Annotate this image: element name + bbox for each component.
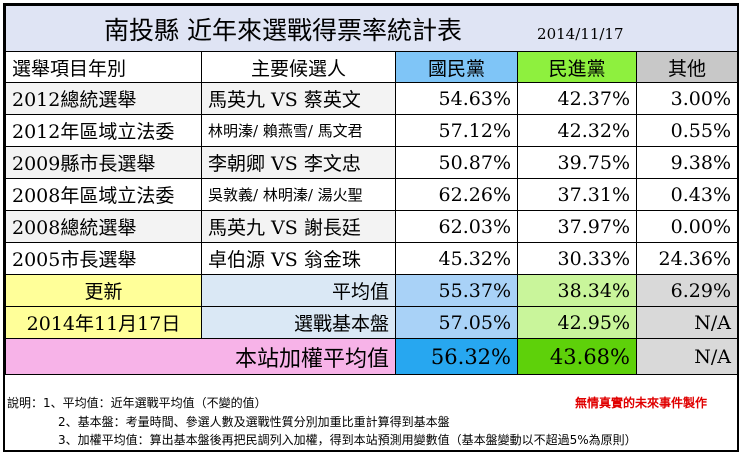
notes-section: 說明：1、平均值：近年選戰平均值（不變的值） 無情真實的未來事件製作 2、基本盤… — [5, 392, 737, 450]
row-other-value: 3.00% — [636, 82, 738, 115]
title-row: 南投縣 近年來選戰得票率統計表 2014/11/17 — [5, 5, 738, 52]
page-title: 南投縣 近年來選戰得票率統計表 — [104, 15, 462, 45]
weighted-kmt-value: 56.32% — [395, 338, 518, 375]
row-dpp-value: 37.97% — [517, 210, 637, 243]
row-candidates: 吳敦義/ 林明溱/ 湯火聖 — [201, 178, 396, 211]
tagline: 無情真實的未來事件製作 — [574, 396, 707, 410]
base-kmt-value: 57.05% — [395, 306, 518, 339]
row-candidates: 林明溱/ 賴燕雪/ 馬文君 — [201, 114, 396, 147]
row-other-value: 0.55% — [636, 114, 738, 147]
election-stats-sheet: 南投縣 近年來選戰得票率統計表 2014/11/17 選舉項目年別 主要候選人 … — [3, 3, 739, 452]
row-category: 2005市長選舉 — [5, 242, 202, 275]
row-kmt-value: 62.26% — [395, 178, 518, 211]
table-row: 2012總統選舉 馬英九 VS 蔡英文 54.63% 42.37% 3.00% — [5, 82, 738, 115]
average-other-value: 6.29% — [636, 274, 738, 307]
column-header-row: 選舉項目年別 主要候選人 國民黨 民進黨 其他 — [5, 51, 738, 83]
weighted-other-value: N/A — [636, 338, 738, 375]
title-date: 2014/11/17 — [537, 24, 624, 43]
row-category: 2008總統選舉 — [5, 210, 202, 243]
header-candidates: 主要候選人 — [201, 51, 396, 83]
row-kmt-value: 62.03% — [395, 210, 518, 243]
average-kmt-value: 55.37% — [395, 274, 518, 307]
row-kmt-value: 50.87% — [395, 146, 518, 179]
row-candidates: 李朝卿 VS 李文忠 — [201, 146, 396, 179]
header-kmt: 國民黨 — [395, 51, 518, 83]
row-candidates: 馬英九 VS 謝長廷 — [201, 210, 396, 243]
table-row: 2009縣市長選舉 李朝卿 VS 李文忠 50.87% 39.75% 9.38% — [5, 146, 738, 179]
row-category: 2012年區域立法委 — [5, 114, 202, 147]
row-candidates: 馬英九 VS 蔡英文 — [201, 82, 396, 115]
row-category: 2009縣市長選舉 — [5, 146, 202, 179]
row-category: 2008年區域立法委 — [5, 178, 202, 211]
row-other-value: 24.36% — [636, 242, 738, 275]
row-dpp-value: 42.37% — [517, 82, 637, 115]
row-other-value: 0.00% — [636, 210, 738, 243]
note-line-1: 說明：1、平均值：近年選戰平均值（不變的值） — [7, 396, 267, 410]
base-dpp-value: 42.95% — [517, 306, 637, 339]
average-label: 平均值 — [201, 274, 396, 307]
note-line-2: 2、基本盤：考量時間、參選人數及選戰性質分別加重比重計算得到基本盤 — [58, 415, 450, 429]
table-row: 2008總統選舉 馬英九 VS 謝長廷 62.03% 37.97% 0.00% — [5, 210, 738, 243]
row-kmt-value: 54.63% — [395, 82, 518, 115]
weighted-dpp-value: 43.68% — [517, 338, 637, 375]
row-category: 2012總統選舉 — [5, 82, 202, 115]
row-kmt-value: 45.32% — [395, 242, 518, 275]
note-line-3: 3、加權平均值：算出基本盤後再把民調列入加權，得到本站預測用變數值（基本盤變動以… — [58, 433, 637, 447]
base-label: 選戰基本盤 — [201, 306, 396, 339]
header-other: 其他 — [636, 51, 738, 83]
update-label: 更新 — [5, 274, 202, 307]
row-candidates: 卓伯源 VS 翁金珠 — [201, 242, 396, 275]
table-row: 2005市長選舉 卓伯源 VS 翁金珠 45.32% 30.33% 24.36% — [5, 242, 738, 275]
row-dpp-value: 42.32% — [517, 114, 637, 147]
base-other-value: N/A — [636, 306, 738, 339]
header-dpp: 民進黨 — [517, 51, 637, 83]
weighted-label: 本站加權平均值 — [5, 338, 396, 375]
row-kmt-value: 57.12% — [395, 114, 518, 147]
header-category: 選舉項目年別 — [5, 51, 202, 83]
update-date: 2014年11月17日 — [5, 306, 202, 339]
row-dpp-value: 39.75% — [517, 146, 637, 179]
stats-table: 南投縣 近年來選戰得票率統計表 2014/11/17 選舉項目年別 主要候選人 … — [5, 5, 738, 375]
base-row: 2014年11月17日 選戰基本盤 57.05% 42.95% N/A — [5, 306, 738, 339]
table-row: 2008年區域立法委 吳敦義/ 林明溱/ 湯火聖 62.26% 37.31% 0… — [5, 178, 738, 211]
row-other-value: 0.43% — [636, 178, 738, 211]
table-row: 2012年區域立法委 林明溱/ 賴燕雪/ 馬文君 57.12% 42.32% 0… — [5, 114, 738, 147]
average-row: 更新 平均值 55.37% 38.34% 6.29% — [5, 274, 738, 307]
row-other-value: 9.38% — [636, 146, 738, 179]
weighted-row: 本站加權平均值 56.32% 43.68% N/A — [5, 338, 738, 375]
election-rows: 2012總統選舉 馬英九 VS 蔡英文 54.63% 42.37% 3.00% … — [5, 82, 738, 275]
average-dpp-value: 38.34% — [517, 274, 637, 307]
row-dpp-value: 37.31% — [517, 178, 637, 211]
row-dpp-value: 30.33% — [517, 242, 637, 275]
